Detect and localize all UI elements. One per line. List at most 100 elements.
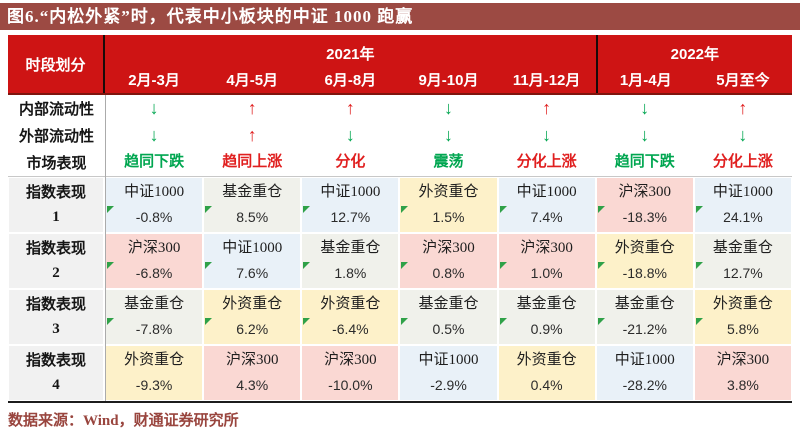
comment-flag-icon	[107, 262, 114, 269]
index-name: 外资重仓	[222, 296, 283, 312]
index-name: 外资重仓	[614, 240, 675, 256]
comment-flag-icon	[597, 318, 605, 325]
index-value: 1.5%	[432, 209, 465, 225]
comment-flag-icon	[107, 318, 114, 325]
index-cell: 外资重仓 1.5%	[400, 178, 497, 232]
index-value: -7.8%	[135, 321, 173, 337]
index-name: 基金重仓	[712, 240, 773, 256]
comment-flag-icon	[597, 206, 605, 213]
comment-flag-icon	[499, 206, 507, 213]
index-value: -9.3%	[135, 377, 173, 393]
arrow-down-icon: ↓	[738, 125, 748, 145]
row-label-index-1: 指数表现 1	[9, 178, 103, 232]
index-name: 基金重仓	[124, 296, 185, 312]
comment-flag-icon	[205, 206, 213, 213]
index-cell: 沪深300 1.0%	[498, 234, 595, 288]
arrow-down-icon: ↓	[640, 125, 650, 145]
index-name: 外资重仓	[320, 296, 381, 312]
index-row-rank: 4	[52, 377, 60, 393]
index-name: 基金重仓	[418, 296, 479, 312]
period-header-1: 2月-3月	[128, 71, 180, 89]
period-header-2: 4月-5月	[226, 71, 279, 89]
index-row-1: 指数表现 1 中证1000 -0.8% 基金重仓 8.5% 中证1000 12.7% 外资重仓 1…	[8, 177, 792, 233]
index-cell: 沪深300 -6.8%	[106, 234, 203, 288]
index-name: 基金重仓	[222, 184, 283, 200]
index-cell: 沪深300 4.3%	[204, 346, 301, 400]
index-value: 12.7%	[330, 209, 371, 225]
row-label-index-2: 指数表现 2	[9, 234, 103, 288]
index-value: -18.8%	[622, 265, 667, 281]
arrow-down-icon: ↓	[443, 98, 453, 118]
arrow-up-icon: ↑	[738, 98, 748, 118]
index-cell: 中证1000 -0.8%	[106, 178, 203, 232]
index-cell: 基金重仓 0.5%	[400, 290, 497, 344]
comment-flag-icon	[499, 262, 507, 269]
index-value: -6.4%	[332, 321, 369, 337]
index-cell: 沪深300 -10.0%	[302, 346, 399, 400]
index-value: -2.9%	[430, 377, 467, 393]
index-value: 5.8%	[726, 321, 759, 337]
market-performance-row: 市场表现 趋同下跌 趋同上涨 分化 震荡 分化上涨 趋同下跌 分化上涨	[8, 149, 792, 177]
index-name: 沪深300	[127, 240, 181, 256]
comment-flag-icon	[205, 318, 213, 325]
index-name: 外资重仓	[712, 296, 773, 312]
arrow-down-icon: ↓	[443, 125, 453, 145]
comment-flag-icon	[303, 318, 311, 325]
comment-flag-icon	[499, 318, 507, 325]
index-name: 外资重仓	[418, 184, 479, 200]
comment-flag-icon	[695, 318, 703, 325]
index-row-4: 指数表现 4 外资重仓 -9.3% 沪深300 4.3% 沪深300 -10.0% 中证1000…	[8, 345, 792, 401]
index-name: 中证1000	[418, 352, 479, 368]
comment-flag-icon	[205, 262, 213, 269]
index-value: -10.0%	[328, 377, 373, 393]
index-cell: 基金重仓 1.8%	[302, 234, 399, 288]
index-cell: 外资重仓 -6.4%	[302, 290, 399, 344]
index-name: 沪深300	[422, 240, 475, 256]
period-header-6: 1月-4月	[595, 65, 694, 93]
index-value: -6.8%	[135, 265, 173, 281]
index-row-label-text: 指数表现	[25, 241, 86, 257]
index-cell: 外资重仓 -9.3%	[106, 346, 203, 400]
internal-liquidity-row: 内部流动性 ↓ ↑ ↑ ↓ ↑ ↓ ↑	[8, 95, 792, 122]
market-performance-cell: 震荡	[433, 154, 464, 170]
index-value: 12.7%	[723, 265, 763, 281]
market-performance-cell: 分化上涨	[712, 154, 773, 170]
table-body: 内部流动性 ↓ ↑ ↑ ↓ ↑ ↓ ↑ 外部流动性 ↓ ↑ ↓ ↓ ↓ ↓ ↓ 市场表现 趋同下跌 趋同上…	[8, 95, 792, 401]
index-name: 外资重仓	[516, 352, 577, 368]
index-value: 1.0%	[530, 265, 563, 281]
index-name: 基金重仓	[516, 296, 577, 312]
index-cell: 沪深300 3.8%	[694, 346, 791, 400]
table-header: 时段划分 2021年 2022年 2月-3月 4月-5月 6月-8月 9月-10月 11…	[8, 35, 792, 95]
index-value: 0.9%	[530, 321, 563, 337]
period-header-3: 6月-8月	[324, 71, 377, 89]
index-name: 中证1000	[614, 352, 675, 368]
row-label-internal-liquidity: 内部流动性	[18, 102, 94, 118]
index-value: 1.8%	[334, 265, 367, 281]
index-cell: 中证1000 -28.2%	[596, 346, 693, 400]
market-performance-cell: 分化	[335, 154, 366, 170]
comment-flag-icon	[695, 262, 703, 269]
arrow-up-icon: ↑	[345, 98, 355, 118]
index-cell: 基金重仓 12.7%	[694, 234, 791, 288]
index-value: 7.6%	[236, 265, 269, 281]
comment-flag-icon	[695, 206, 703, 213]
comment-flag-icon	[401, 206, 409, 213]
index-cell: 基金重仓 0.9%	[498, 290, 595, 344]
period-header-7: 5月至今	[716, 71, 770, 89]
market-performance-cell: 趋同上涨	[222, 154, 283, 170]
period-header-5: 11月-12月	[512, 71, 581, 89]
index-name: 中证1000	[712, 184, 773, 200]
index-value: -21.2%	[622, 321, 667, 337]
index-value: 0.8%	[432, 265, 465, 281]
arrow-down-icon: ↓	[640, 98, 650, 118]
index-cell: 中证1000 24.1%	[694, 178, 791, 232]
corner-header-period-division: 时段划分	[8, 35, 105, 93]
index-row-3: 指数表现 3 基金重仓 -7.8% 外资重仓 6.2% 外资重仓 -6.4% 基金重仓 0.5% 基…	[8, 289, 792, 345]
data-table: 时段划分 2021年 2022年 2月-3月 4月-5月 6月-8月 9月-10月 11…	[8, 35, 792, 403]
index-cell: 基金重仓 -7.8%	[106, 290, 203, 344]
row-label-index-4: 指数表现 4	[9, 346, 103, 400]
index-name: 中证1000	[222, 240, 283, 256]
comment-flag-icon	[303, 262, 311, 269]
figure-title: 图6.“内松外紧”时，代表中小板块的中证 1000 跑赢	[0, 3, 800, 30]
market-performance-cell: 趋同下跌	[124, 154, 185, 170]
